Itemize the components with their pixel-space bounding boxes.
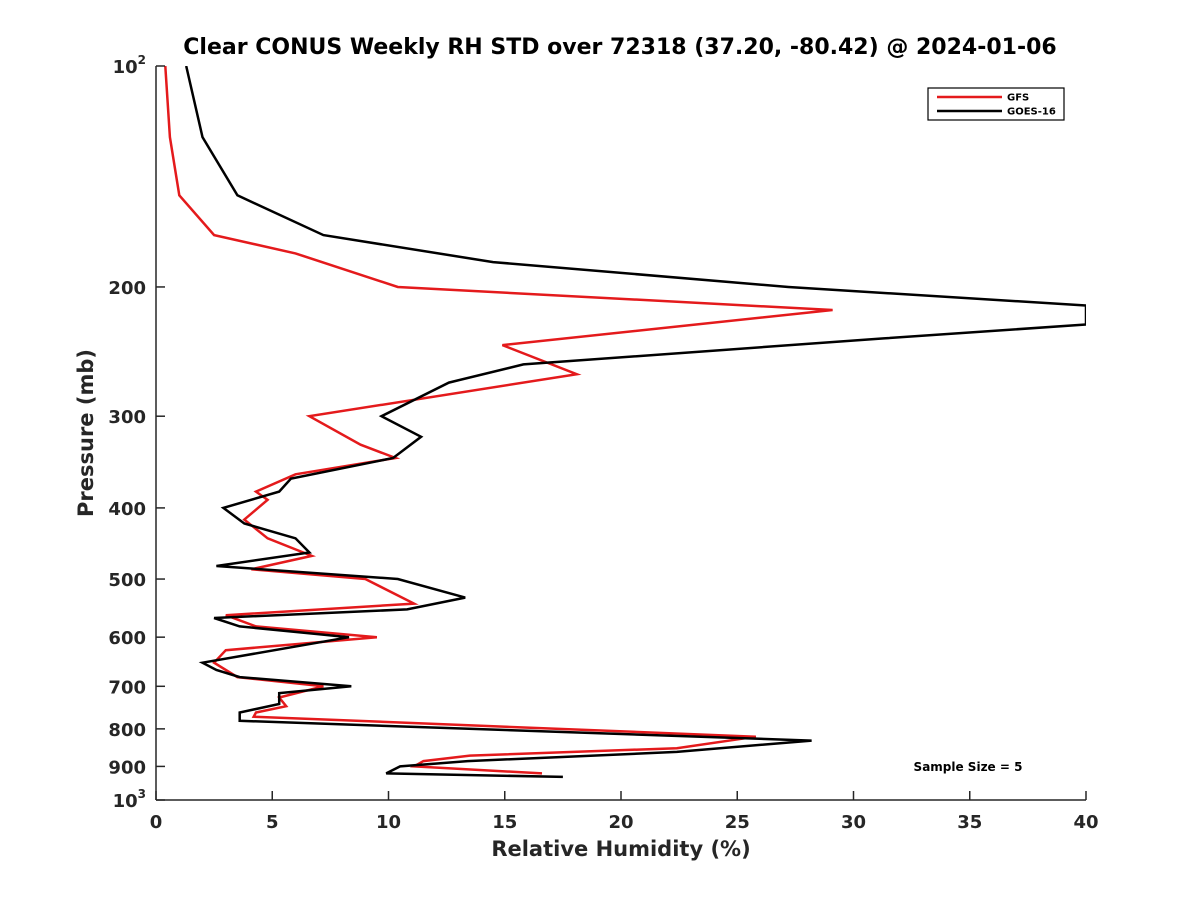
x-tick-label: 20	[608, 812, 633, 833]
y-tick-label: 900	[108, 757, 146, 778]
legend-box	[927, 87, 1065, 121]
y-tick-label: 103	[113, 787, 146, 812]
legend: GFS GOES-16	[927, 87, 1065, 121]
y-tick-label: 102	[113, 53, 146, 78]
series-line-goes-16	[184, 66, 1086, 779]
legend-label: GOES-16	[1007, 107, 1056, 118]
x-ticks: 0 5 10 15 20 25 30 35 40	[150, 791, 1099, 833]
y-tick-label: 300	[108, 407, 146, 428]
x-tick-label: 5	[266, 812, 279, 833]
y-tick-label: 600	[108, 628, 146, 649]
y-tick-label: 500	[108, 570, 146, 591]
x-tick-label: 15	[492, 812, 517, 833]
y-tick-label: 200	[108, 278, 146, 299]
x-tick-label: 40	[1073, 812, 1098, 833]
y-tick-label: 800	[108, 720, 146, 741]
x-tick-label: 10	[376, 812, 401, 833]
x-axis-label: Relative Humidity (%)	[491, 837, 750, 861]
series-group	[164, 66, 1086, 779]
chart-title: Clear CONUS Weekly RH STD over 72318 (37…	[183, 35, 1056, 60]
series-line-gfs	[164, 66, 833, 775]
y-ticks: 102 200 300 400 500 600 700 800 900 103	[108, 53, 165, 812]
y-tick-label: 400	[108, 499, 146, 520]
x-tick-label: 25	[725, 812, 750, 833]
x-tick-label: 35	[957, 812, 982, 833]
legend-label: GFS	[1007, 93, 1029, 104]
y-axis-label: Pressure (mb)	[74, 349, 98, 517]
sample-size-annotation: Sample Size = 5	[914, 760, 1023, 774]
x-tick-label: 0	[150, 812, 163, 833]
y-tick-label: 700	[108, 677, 146, 698]
x-tick-label: 30	[841, 812, 866, 833]
